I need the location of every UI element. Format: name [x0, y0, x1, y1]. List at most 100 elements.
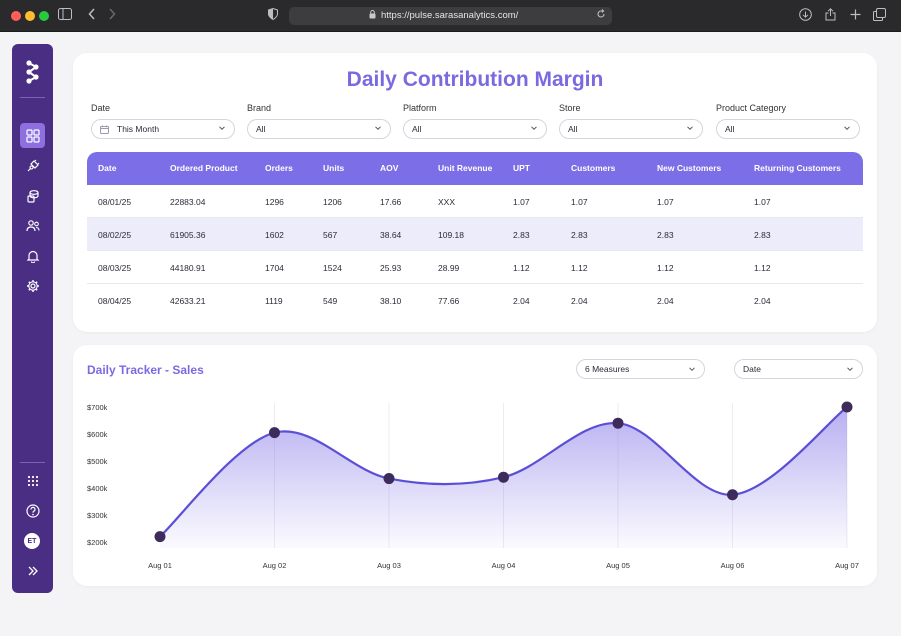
store-select-value: All	[568, 124, 578, 134]
page-title: Daily Contribution Margin	[346, 68, 604, 91]
data-point[interactable]	[154, 531, 166, 543]
brand-select-value: All	[256, 124, 266, 134]
double-chevron-right-icon	[28, 566, 38, 575]
y-tick-label: $300k	[87, 511, 108, 520]
sidebar-item-apps[interactable]	[20, 468, 45, 493]
lock-icon	[369, 10, 376, 21]
filter-date: Date This Month	[91, 103, 235, 139]
daily-tracker-card: $200k $300k $400k $500k $600k $700k Aug 01 Aug…	[73, 345, 877, 586]
table-cell: 1.12	[513, 263, 530, 273]
measures-select[interactable]: 6 Measures	[576, 359, 705, 379]
brand-select[interactable]: All	[247, 119, 391, 139]
table-cell: 2.83	[754, 230, 771, 240]
contribution-margin-card: Daily Contribution Margin Date This Mont…	[73, 53, 877, 332]
table-cell: 1.12	[571, 263, 588, 273]
calendar-icon	[100, 125, 109, 134]
table-cell: 1119	[265, 296, 283, 306]
measures-select-value: 6 Measures	[585, 364, 630, 374]
sidebar-item-settings[interactable]	[20, 273, 45, 298]
apps-grid-icon	[27, 475, 38, 486]
data-point[interactable]	[498, 471, 509, 483]
data-point[interactable]	[269, 427, 280, 439]
product-category-select[interactable]: All	[716, 119, 860, 139]
sidebar-item-help[interactable]	[20, 498, 45, 523]
avatar[interactable]: ET	[24, 533, 40, 549]
reload-icon[interactable]	[596, 9, 606, 22]
table-cell: 61905.36	[170, 230, 206, 240]
column-header[interactable]: Units	[323, 163, 345, 173]
filter-label: Product Category	[716, 103, 787, 113]
url-text: https://pulse.sarasanalytics.com/	[381, 10, 519, 21]
table-cell: 1602	[265, 230, 284, 240]
sidebar-item-users[interactable]	[20, 213, 45, 238]
x-tick-label: Aug 06	[721, 561, 745, 570]
table-cell: 1206	[323, 197, 342, 207]
column-header[interactable]: Date	[98, 163, 117, 173]
table-header: Date Ordered Product Orders Units AOV Un…	[87, 152, 863, 185]
minimize-window-button[interactable]	[25, 11, 35, 21]
table-row[interactable]: 08/02/25 61905.36 1602 567 38.64 109.18 …	[87, 218, 863, 251]
data-point[interactable]	[841, 401, 853, 413]
table-cell: 42633.21	[170, 296, 206, 306]
x-tick-label: Aug 03	[377, 561, 401, 570]
data-point[interactable]	[727, 489, 738, 501]
privacy-shield-icon[interactable]	[268, 7, 278, 24]
x-tick-label: Aug 04	[492, 561, 516, 570]
forward-icon[interactable]	[108, 8, 116, 24]
table-cell: 1.07	[657, 197, 674, 207]
chevron-down-icon	[847, 367, 853, 372]
table-cell: 08/01/25	[98, 197, 132, 207]
platform-select[interactable]: All	[403, 119, 547, 139]
tab-overview-icon[interactable]	[873, 8, 886, 25]
column-header[interactable]: Ordered Product	[170, 163, 238, 173]
download-icon[interactable]	[799, 8, 812, 25]
chevron-down-icon	[531, 126, 537, 131]
column-header[interactable]: Unit Revenue	[438, 163, 493, 173]
sidebar-item-connectors[interactable]	[20, 153, 45, 178]
column-header[interactable]: Orders	[265, 163, 293, 173]
column-header[interactable]: AOV	[380, 163, 399, 173]
dimension-select[interactable]: Date	[734, 359, 863, 379]
back-icon[interactable]	[88, 8, 96, 24]
maximize-window-button[interactable]	[39, 11, 49, 21]
filter-store: Store All	[559, 103, 703, 139]
table-cell: 2.04	[754, 296, 771, 306]
table-cell: 28.99	[438, 263, 460, 273]
data-point[interactable]	[612, 417, 624, 429]
filter-label: Date	[91, 103, 111, 113]
help-icon	[25, 503, 40, 518]
sidebar-item-alerts[interactable]	[20, 243, 45, 268]
y-tick-label: $700k	[87, 403, 108, 412]
y-tick-label: $600k	[87, 430, 108, 439]
sidebar-toggle-icon[interactable]	[58, 8, 72, 24]
close-window-button[interactable]	[11, 11, 21, 21]
address-bar[interactable]: https://pulse.sarasanalytics.com/	[289, 7, 612, 25]
users-icon	[25, 219, 40, 231]
store-select[interactable]: All	[559, 119, 703, 139]
share-icon[interactable]	[825, 8, 836, 25]
y-tick-label: $200k	[87, 538, 108, 547]
sidebar-item-data[interactable]	[20, 183, 45, 208]
platform-select-value: All	[412, 124, 422, 134]
table-row[interactable]: 08/01/25 22883.04 1296 1206 17.66 XXX 1.…	[87, 185, 863, 218]
column-header[interactable]: Returning Customers	[754, 163, 841, 173]
data-point[interactable]	[383, 473, 395, 485]
table-cell: XXX	[438, 197, 456, 207]
sidebar-item-dashboard[interactable]	[20, 123, 45, 148]
filter-brand: Brand All	[247, 103, 391, 139]
saras-logo-icon[interactable]	[24, 60, 41, 84]
column-header[interactable]: New Customers	[657, 163, 722, 173]
x-tick-label: Aug 02	[263, 561, 287, 570]
date-select[interactable]: This Month	[91, 119, 235, 139]
new-tab-icon[interactable]	[850, 8, 861, 24]
sidebar: ET	[12, 44, 53, 593]
filter-platform: Platform All	[403, 103, 547, 139]
table-row[interactable]: 08/04/25 42633.21 1119 549 38.10 77.66 2…	[87, 284, 863, 317]
chevron-down-icon	[687, 126, 693, 131]
sidebar-divider	[20, 97, 45, 98]
column-header[interactable]: Customers	[571, 163, 616, 173]
table-cell: 44180.91	[170, 263, 206, 273]
sidebar-expand-button[interactable]	[20, 558, 45, 583]
column-header[interactable]: UPT	[513, 163, 530, 173]
table-row[interactable]: 08/03/25 44180.91 1704 1524 25.93 28.99 …	[87, 251, 863, 284]
